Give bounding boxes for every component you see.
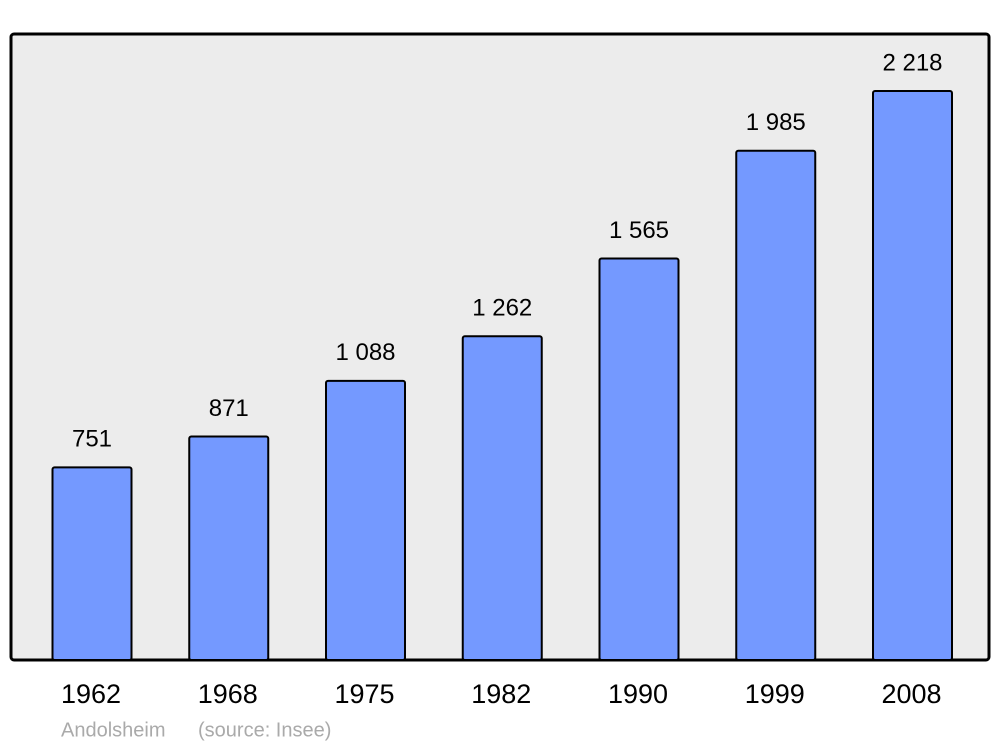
bar [598,257,680,661]
x-tick-label: 1990 [608,679,668,709]
place-name: Andolsheim [61,719,166,741]
bar [872,90,953,661]
x-tick-label: 1975 [334,679,394,709]
value-label: 751 [72,426,112,453]
bar [325,379,406,661]
source-note: (source: Insee) [198,719,331,741]
x-tick-label: 2008 [881,679,941,709]
value-label: 1 985 [746,109,806,136]
x-tick-label: 1982 [471,679,531,709]
value-label: 1 088 [335,339,395,366]
bar [461,335,543,661]
x-tick-label: 1962 [61,679,121,709]
x-tick-label: 1999 [745,679,805,709]
bar [735,149,817,661]
value-label: 2 218 [882,49,942,76]
value-label: 871 [209,395,249,422]
bar [51,466,133,661]
bar [188,435,270,661]
value-label: 1 262 [472,295,532,322]
x-tick-label: 1968 [198,679,258,709]
value-label: 1 565 [609,217,669,244]
